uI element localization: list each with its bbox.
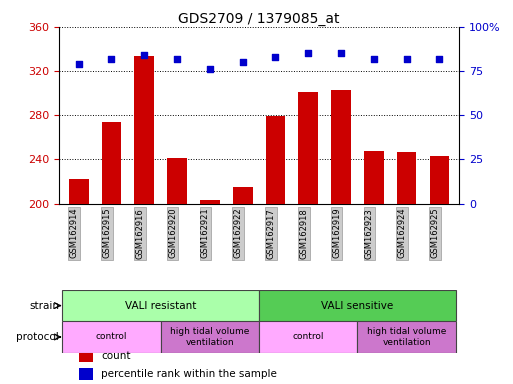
Point <box>173 56 181 62</box>
Text: GSM162923: GSM162923 <box>365 208 374 258</box>
Bar <box>102 122 121 204</box>
Text: GSM162918: GSM162918 <box>299 208 308 258</box>
Text: GSM162916: GSM162916 <box>135 208 144 258</box>
Text: GSM162917: GSM162917 <box>266 208 275 258</box>
Text: percentile rank within the sample: percentile rank within the sample <box>101 369 277 379</box>
Text: VALI resistant: VALI resistant <box>125 301 196 311</box>
Text: GSM162921: GSM162921 <box>201 208 210 258</box>
Bar <box>259 321 358 353</box>
Bar <box>429 156 449 204</box>
Bar <box>134 56 154 204</box>
Text: GSM162915: GSM162915 <box>103 208 111 258</box>
Text: GSM162925: GSM162925 <box>430 208 440 258</box>
Text: count: count <box>101 351 130 361</box>
Point <box>206 66 214 72</box>
Bar <box>79 350 93 362</box>
Text: strain: strain <box>29 301 59 311</box>
Bar <box>233 187 252 204</box>
Point <box>337 50 345 56</box>
Bar <box>331 90 351 204</box>
Bar <box>299 92 318 204</box>
Bar <box>79 368 93 380</box>
Text: control: control <box>292 333 324 341</box>
Text: GSM162922: GSM162922 <box>233 208 243 258</box>
Title: GDS2709 / 1379085_at: GDS2709 / 1379085_at <box>179 12 340 26</box>
Point <box>74 61 83 67</box>
Bar <box>69 179 89 204</box>
Bar <box>364 151 384 204</box>
Text: VALI sensitive: VALI sensitive <box>321 301 393 311</box>
Point <box>436 56 444 62</box>
Point <box>271 54 280 60</box>
Bar <box>259 290 456 321</box>
Text: GSM162920: GSM162920 <box>168 208 177 258</box>
Text: protocol: protocol <box>16 332 59 342</box>
Bar <box>62 321 161 353</box>
Bar <box>161 321 259 353</box>
Bar <box>167 158 187 204</box>
Point <box>370 56 378 62</box>
Text: high tidal volume
ventilation: high tidal volume ventilation <box>367 327 446 347</box>
Bar <box>200 200 220 204</box>
Bar <box>397 152 417 204</box>
Text: high tidal volume
ventilation: high tidal volume ventilation <box>170 327 249 347</box>
Point <box>107 56 115 62</box>
Point <box>239 59 247 65</box>
Point <box>403 56 411 62</box>
Text: control: control <box>96 333 127 341</box>
Point <box>140 52 148 58</box>
Bar <box>266 116 285 204</box>
Point <box>304 50 312 56</box>
Bar <box>62 290 259 321</box>
Text: GSM162919: GSM162919 <box>332 208 341 258</box>
Text: GSM162924: GSM162924 <box>398 208 407 258</box>
Text: GSM162914: GSM162914 <box>70 208 78 258</box>
Bar <box>358 321 456 353</box>
